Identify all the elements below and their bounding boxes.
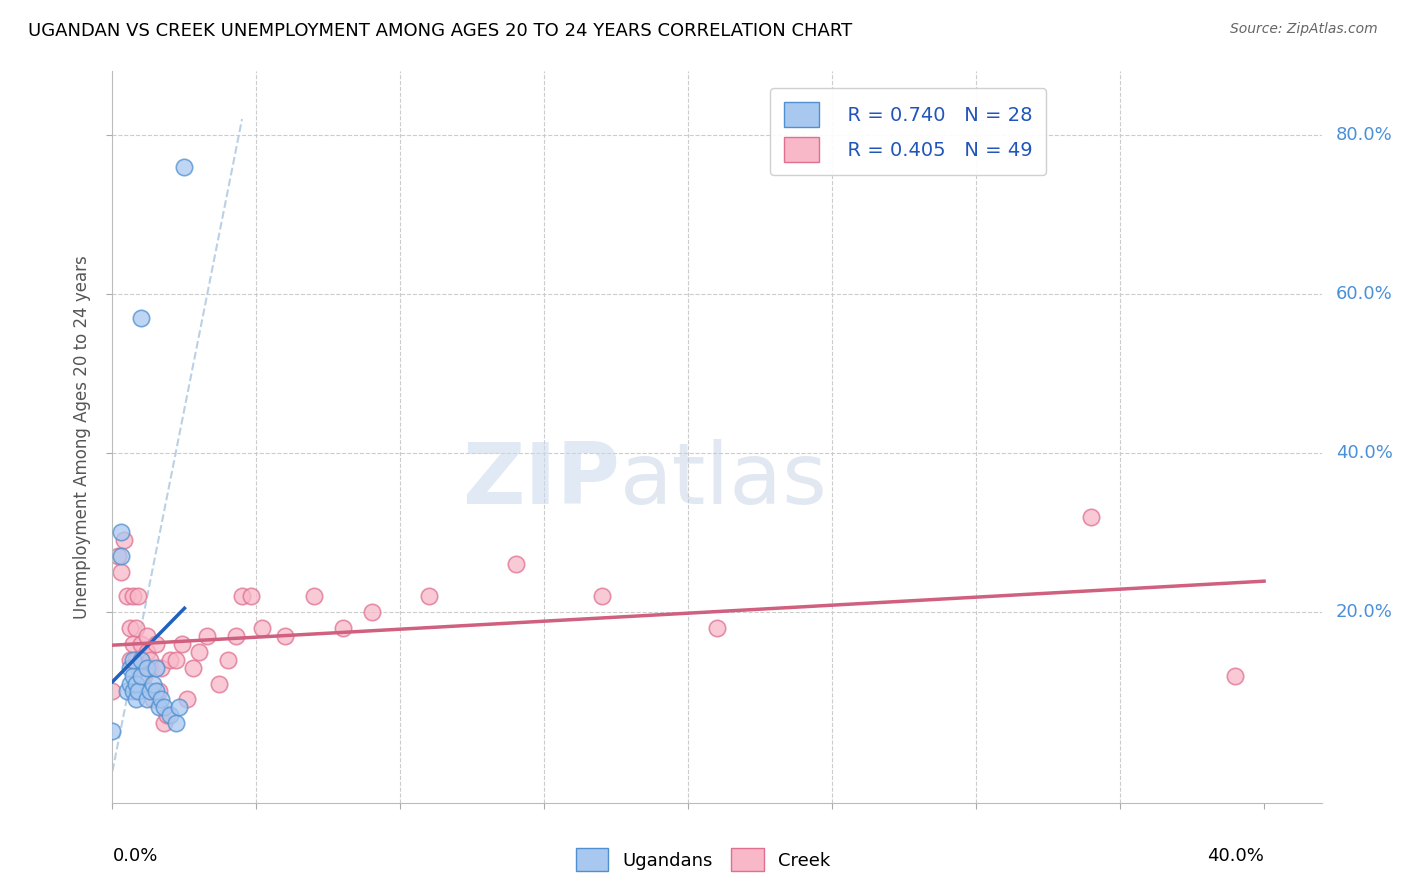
Point <box>101 684 124 698</box>
Legend: Ugandans, Creek: Ugandans, Creek <box>568 841 838 879</box>
Point <box>115 684 138 698</box>
Point <box>150 692 173 706</box>
Point <box>124 653 146 667</box>
Point <box>165 653 187 667</box>
Point <box>150 660 173 674</box>
Point <box>231 589 253 603</box>
Text: Source: ZipAtlas.com: Source: ZipAtlas.com <box>1230 22 1378 37</box>
Text: atlas: atlas <box>620 440 828 523</box>
Point <box>170 637 193 651</box>
Point <box>136 629 159 643</box>
Point <box>139 684 162 698</box>
Point <box>129 668 152 682</box>
Point <box>142 692 165 706</box>
Point <box>418 589 440 603</box>
Point <box>121 668 143 682</box>
Point <box>129 653 152 667</box>
Point <box>197 629 219 643</box>
Point <box>127 589 149 603</box>
Text: ZIP: ZIP <box>463 440 620 523</box>
Point <box>124 676 146 690</box>
Point <box>121 637 143 651</box>
Point <box>145 660 167 674</box>
Point <box>134 668 156 682</box>
Point <box>129 653 152 667</box>
Point <box>118 653 141 667</box>
Point <box>1225 668 1247 682</box>
Point <box>1080 509 1102 524</box>
Text: 40.0%: 40.0% <box>1208 847 1264 864</box>
Point <box>173 160 195 174</box>
Point <box>101 724 124 739</box>
Point <box>110 566 132 580</box>
Point <box>225 629 247 643</box>
Point <box>332 621 354 635</box>
Point <box>118 676 141 690</box>
Point <box>118 621 141 635</box>
Point <box>129 310 152 325</box>
Point <box>124 692 146 706</box>
Point <box>153 716 176 731</box>
Point <box>360 605 382 619</box>
Point <box>145 637 167 651</box>
Point <box>165 716 187 731</box>
Point <box>250 621 273 635</box>
Point <box>127 660 149 674</box>
Point <box>139 653 162 667</box>
Point <box>181 660 204 674</box>
Point <box>112 533 135 548</box>
Point <box>159 708 181 723</box>
Point <box>118 660 141 674</box>
Point <box>187 645 209 659</box>
Point <box>148 684 170 698</box>
Point <box>167 700 190 714</box>
Point <box>706 621 728 635</box>
Point <box>136 645 159 659</box>
Point <box>217 653 239 667</box>
Point <box>110 525 132 540</box>
Point <box>136 660 159 674</box>
Text: 60.0%: 60.0% <box>1336 285 1393 303</box>
Point <box>153 700 176 714</box>
Text: 0.0%: 0.0% <box>112 847 157 864</box>
Text: UGANDAN VS CREEK UNEMPLOYMENT AMONG AGES 20 TO 24 YEARS CORRELATION CHART: UGANDAN VS CREEK UNEMPLOYMENT AMONG AGES… <box>28 22 852 40</box>
Point <box>591 589 613 603</box>
Point <box>136 692 159 706</box>
Point <box>139 660 162 674</box>
Point <box>121 684 143 698</box>
Point <box>127 684 149 698</box>
Point <box>239 589 262 603</box>
Point <box>107 549 129 564</box>
Point <box>274 629 297 643</box>
Point <box>124 621 146 635</box>
Point <box>142 676 165 690</box>
Point <box>121 653 143 667</box>
Point <box>159 653 181 667</box>
Legend:   R = 0.740   N = 28,   R = 0.405   N = 49: R = 0.740 N = 28, R = 0.405 N = 49 <box>770 88 1046 176</box>
Text: 40.0%: 40.0% <box>1336 444 1393 462</box>
Point <box>148 700 170 714</box>
Point <box>156 708 179 723</box>
Text: 80.0%: 80.0% <box>1336 126 1393 144</box>
Point <box>505 558 527 572</box>
Point <box>176 692 198 706</box>
Point <box>208 676 231 690</box>
Point <box>121 589 143 603</box>
Point <box>129 637 152 651</box>
Y-axis label: Unemployment Among Ages 20 to 24 years: Unemployment Among Ages 20 to 24 years <box>73 255 91 619</box>
Point <box>145 684 167 698</box>
Text: 20.0%: 20.0% <box>1336 603 1393 621</box>
Point <box>110 549 132 564</box>
Point <box>115 589 138 603</box>
Point <box>302 589 325 603</box>
